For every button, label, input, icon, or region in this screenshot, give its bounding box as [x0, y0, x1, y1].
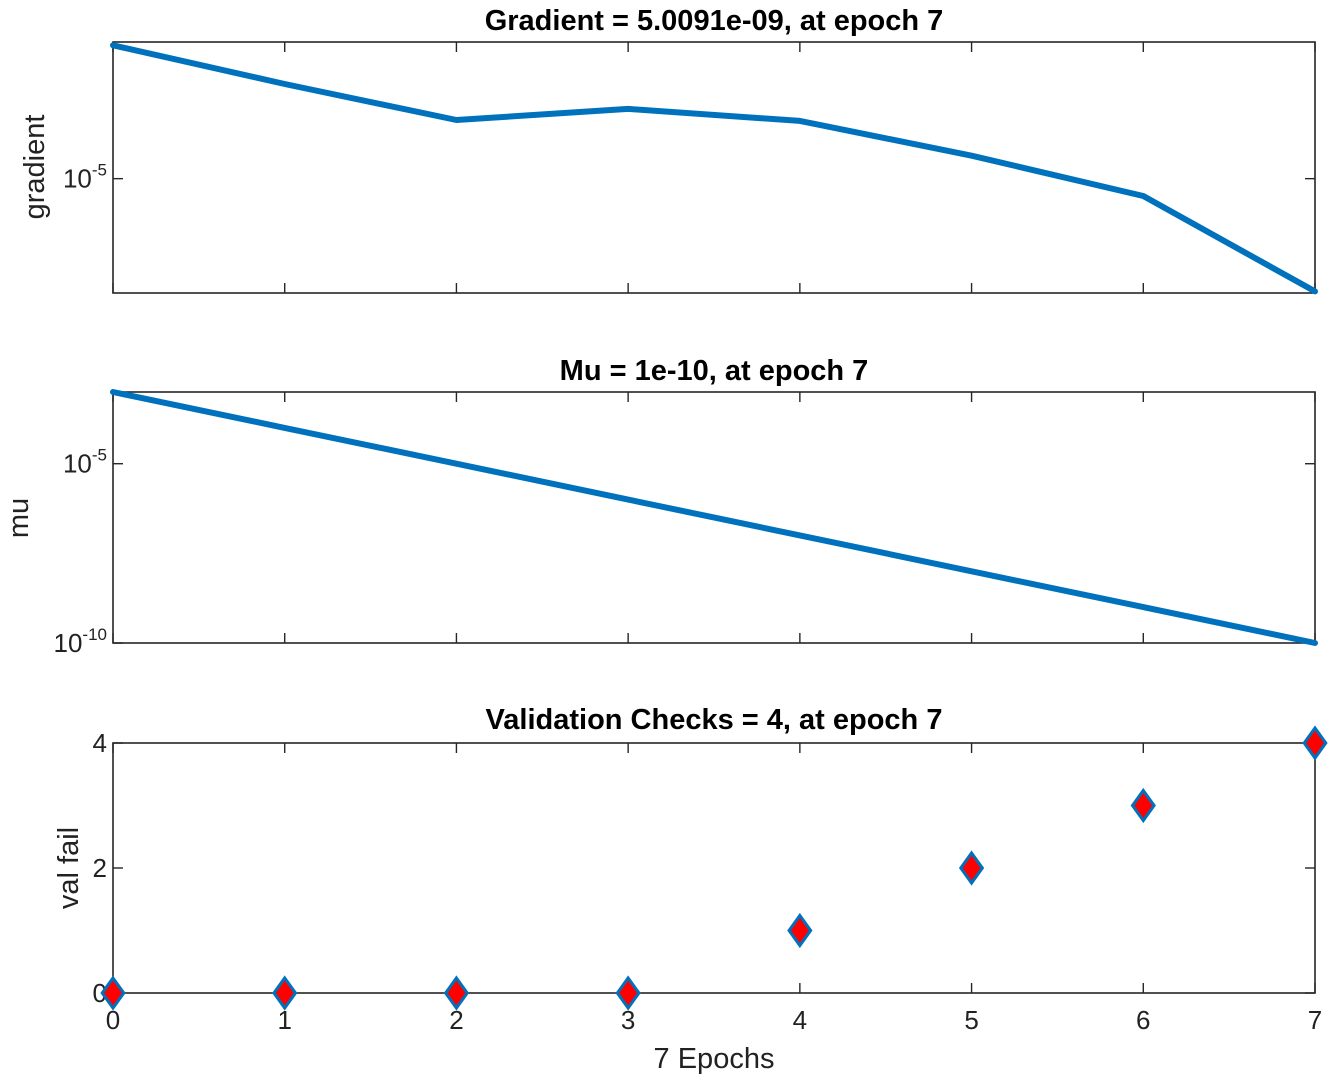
gradient-ylabel: gradient — [19, 115, 51, 220]
gradient-axes-frame — [112, 41, 1316, 294]
validation-title: Validation Checks = 4, at epoch 7 — [486, 704, 943, 736]
validation-xtick-label: 0 — [106, 1005, 120, 1035]
mu-ytick-label: 10-5 — [63, 446, 107, 479]
gradient-series-line — [110, 42, 1318, 295]
validation-xtick-label: 1 — [277, 1005, 291, 1035]
validation-axes-frame — [112, 742, 1316, 994]
mu-ylabel: mu — [3, 498, 35, 538]
val-fail-marker — [615, 975, 641, 1011]
validation-xlabel: 7 Epochs — [654, 1043, 775, 1075]
mu-axes-frame — [112, 391, 1316, 644]
validation-xtick-label: 7 — [1308, 1005, 1322, 1035]
val-fail-marker — [958, 850, 985, 886]
validation-xtick-label: 2 — [449, 1005, 463, 1035]
val-fail-marker — [1302, 725, 1328, 761]
validation-xtick-label: 6 — [1136, 1005, 1150, 1035]
mu-ytick-label: 10-10 — [54, 625, 108, 658]
validation-ytick-label: 0 — [93, 978, 107, 1008]
validation-ytick-label: 2 — [93, 853, 107, 883]
gradient-ytick-label: 10-5 — [63, 161, 107, 194]
validation-xtick-label: 5 — [964, 1005, 978, 1035]
val-fail-marker — [1130, 787, 1156, 824]
gradient-title: Gradient = 5.0091e-09, at epoch 7 — [485, 5, 944, 37]
validation-xtick-label: 3 — [621, 1005, 635, 1035]
validation-panel: Validation Checks = 4, at epoch 7 val fa… — [53, 704, 1328, 1075]
val-fail-marker — [272, 975, 298, 1011]
val-fail-marker — [100, 975, 126, 1011]
gradient-panel: Gradient = 5.0091e-09, at epoch 7 gradie… — [19, 5, 1318, 295]
validation-ylabel: val fail — [53, 827, 85, 909]
validation-ytick-label: 4 — [93, 728, 107, 758]
val-fail-marker — [443, 975, 470, 1011]
val-fail-marker — [787, 912, 813, 949]
mu-series-line — [110, 389, 1318, 646]
mu-panel: Mu = 1e-10, at epoch 7 mu 10-5 10-10 — [3, 355, 1318, 658]
mu-title: Mu = 1e-10, at epoch 7 — [560, 355, 869, 387]
validation-xtick-label: 4 — [793, 1005, 807, 1035]
